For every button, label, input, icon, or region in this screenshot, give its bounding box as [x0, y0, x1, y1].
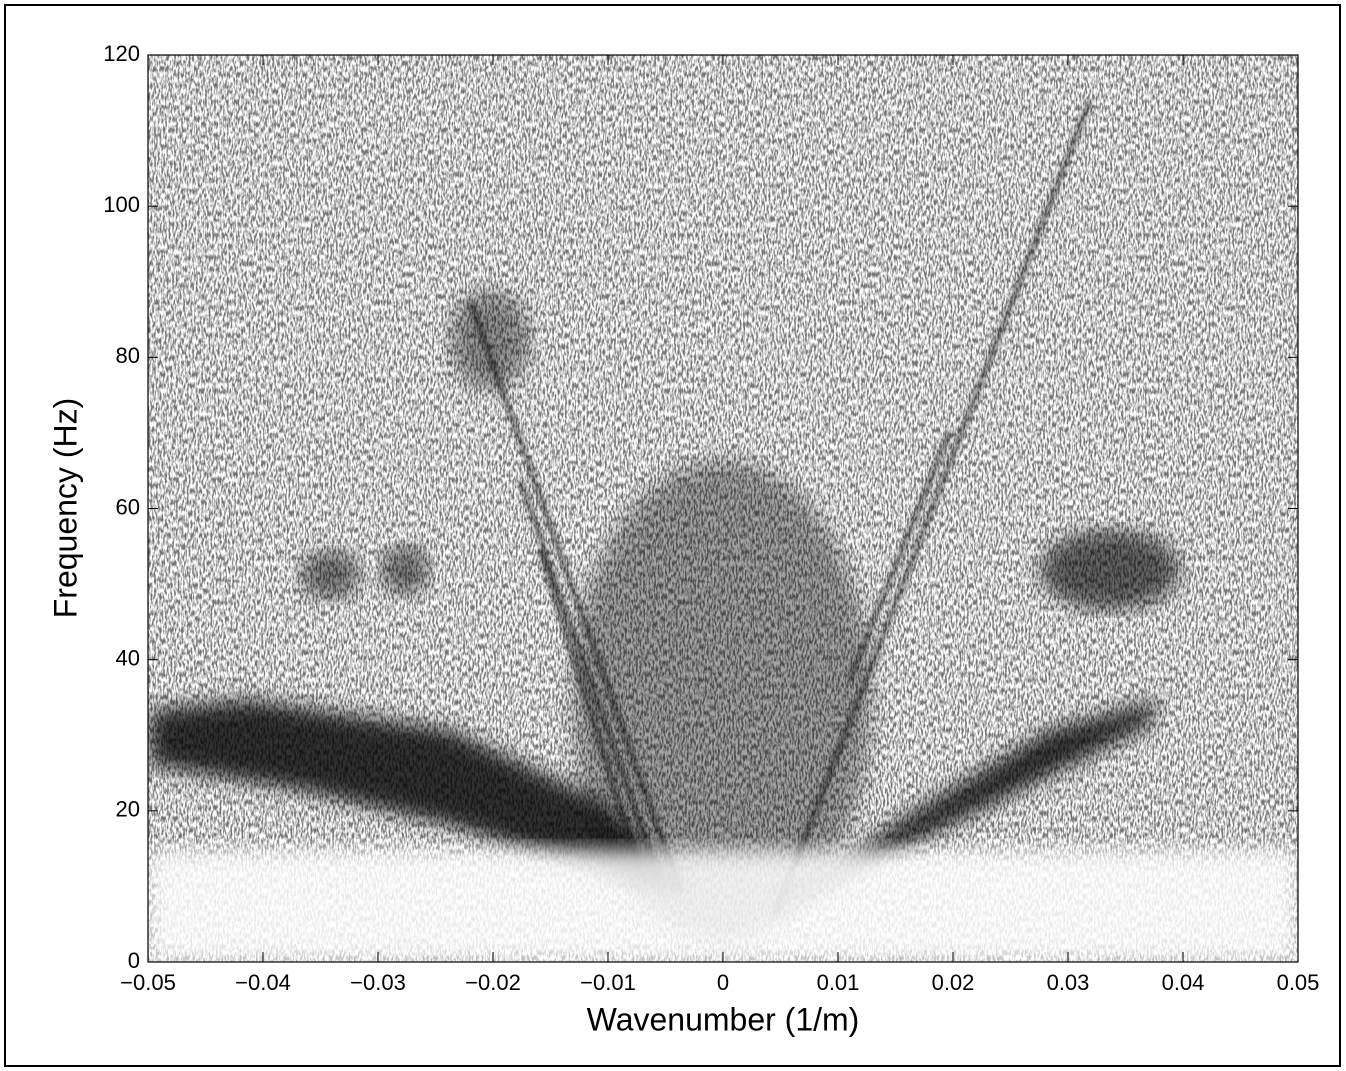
y-tick-label: 120: [103, 41, 140, 66]
y-axis-label: Frequency (Hz): [47, 398, 83, 619]
x-tick-label: −0.01: [580, 970, 636, 995]
y-tick-label: 0: [128, 948, 140, 973]
x-axis-label: Wavenumber (1/m): [587, 1001, 860, 1037]
y-tick-label: 40: [116, 645, 140, 670]
spectrum-image: [148, 55, 1298, 962]
x-tick-label: 0.02: [932, 970, 975, 995]
x-tick-label: 0.01: [817, 970, 860, 995]
y-tick-label: 20: [116, 797, 140, 822]
x-tick-label: −0.05: [120, 970, 176, 995]
x-tick-label: 0.04: [1162, 970, 1205, 995]
y-tick-label: 60: [116, 494, 140, 519]
x-tick-label: −0.02: [465, 970, 521, 995]
y-tick-label: 80: [116, 343, 140, 368]
x-tick-label: 0.05: [1277, 970, 1320, 995]
x-tick-label: 0.03: [1047, 970, 1090, 995]
x-tick-label: −0.03: [350, 970, 406, 995]
x-tick-label: −0.04: [235, 970, 291, 995]
x-tick-label: 0: [717, 970, 729, 995]
y-tick-label: 100: [103, 192, 140, 217]
